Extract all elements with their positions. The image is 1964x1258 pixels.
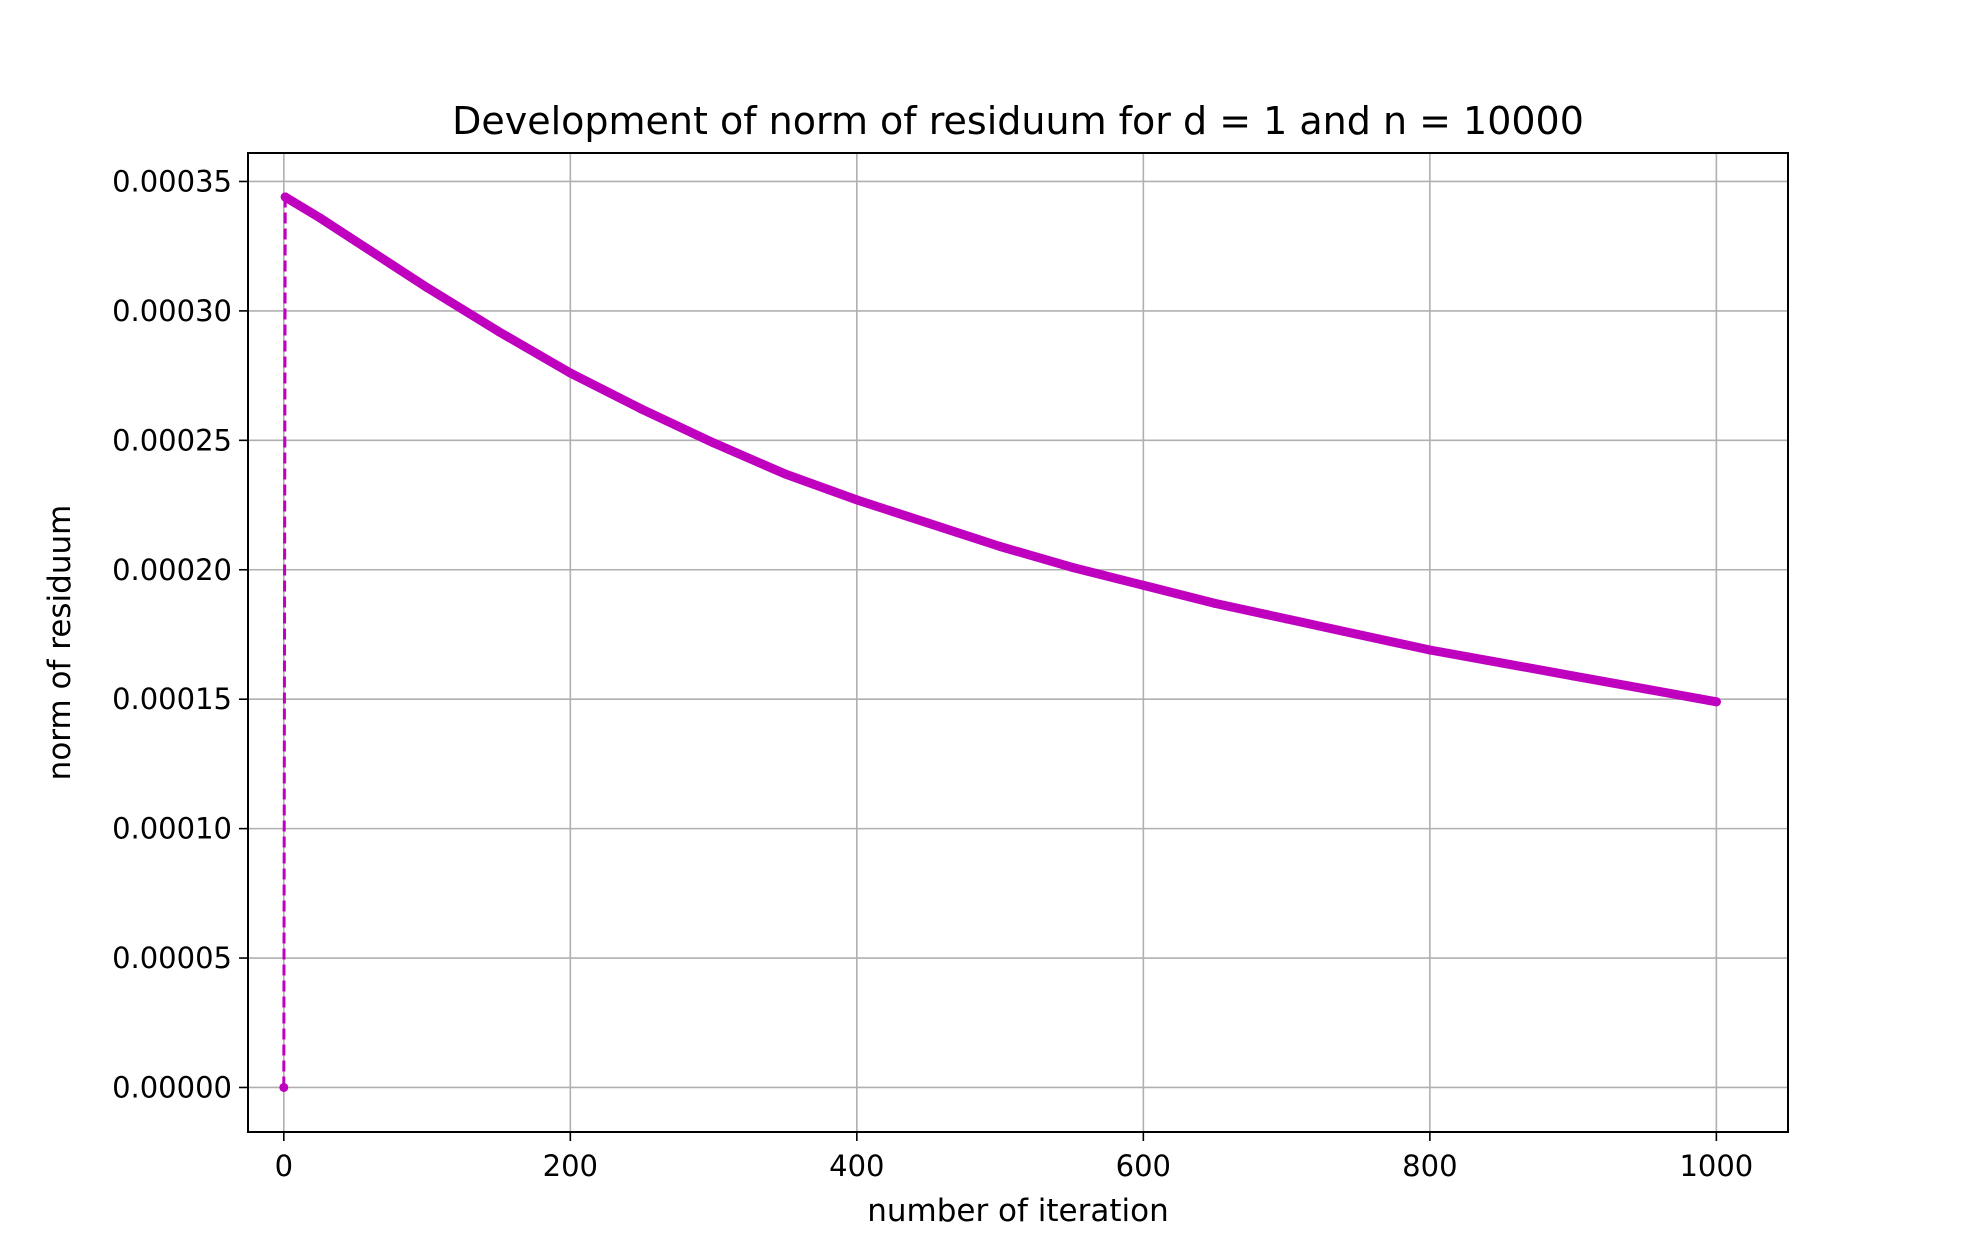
data-point (1425, 645, 1435, 655)
data-point (1282, 614, 1292, 624)
data-point (279, 1082, 289, 1092)
x-tick-label: 1000 (1679, 1149, 1753, 1183)
ticks: 0 200 400 600 800 1000 0.00000 0.00005 0.00010 0.… (112, 164, 1753, 1183)
x-tick-label: 200 (543, 1149, 598, 1183)
data-point (494, 327, 504, 337)
y-tick-label: 0.00030 (112, 294, 232, 328)
y-tick-label: 0.00025 (112, 423, 232, 457)
y-tick-label: 0.00020 (112, 553, 232, 587)
chart-title: Development of norm of residuum for d = … (452, 99, 1584, 143)
data-point (350, 236, 360, 246)
data-point (852, 495, 862, 505)
data-point (709, 438, 719, 448)
x-tick-label: 400 (829, 1149, 884, 1183)
data-point (280, 192, 290, 202)
data-point (315, 213, 325, 223)
x-tick-label: 0 (275, 1149, 293, 1183)
data-point (422, 283, 432, 293)
y-tick-label: 0.00005 (112, 941, 232, 975)
data-point (637, 404, 647, 414)
data-point (1210, 598, 1220, 608)
y-tick-label: 0.00015 (112, 682, 232, 716)
axes-frame (247, 152, 1789, 1133)
data-point (1353, 629, 1363, 639)
y-axis-label: norm of residuum (42, 505, 78, 781)
data-point (1496, 658, 1506, 668)
data-point (386, 259, 396, 269)
y-tick-label: 0.00010 (112, 812, 232, 846)
y-tick-label: 0.00035 (112, 164, 232, 198)
data-point (565, 368, 575, 378)
data-point (780, 469, 790, 479)
data-point (1640, 684, 1650, 694)
y-tick-label: 0.00000 (112, 1070, 232, 1104)
data-point (1138, 580, 1148, 590)
data-point (1067, 562, 1077, 572)
data-point (1568, 671, 1578, 681)
x-tick-label: 600 (1116, 1149, 1171, 1183)
x-tick-label: 800 (1402, 1149, 1457, 1183)
series-layer (279, 192, 1721, 1092)
x-axis-label: number of iteration (867, 1193, 1169, 1229)
data-point (1711, 697, 1721, 707)
data-point (923, 518, 933, 528)
data-point (995, 541, 1005, 551)
grid (248, 153, 1788, 1132)
